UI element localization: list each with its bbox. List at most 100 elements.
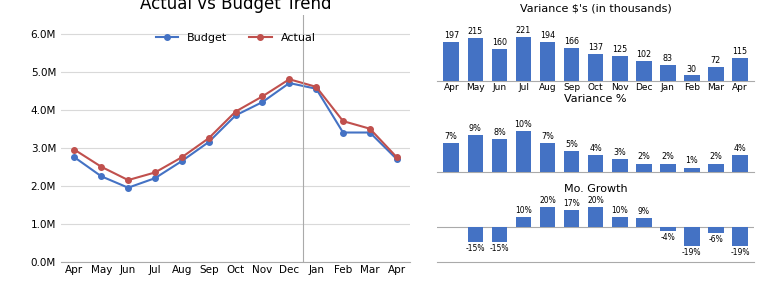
Bar — [468, 135, 483, 172]
Text: 10%: 10% — [515, 206, 532, 215]
Budget — [204, 140, 213, 144]
Budget — [365, 131, 374, 134]
Text: 5%: 5% — [565, 140, 578, 149]
Actual — [285, 77, 294, 81]
Text: 2%: 2% — [637, 152, 650, 161]
Text: 7%: 7% — [445, 132, 458, 141]
Bar — [588, 155, 604, 172]
Bar — [588, 207, 604, 227]
Bar — [564, 48, 579, 81]
Bar — [539, 143, 555, 172]
Actual — [97, 165, 106, 168]
Bar — [660, 65, 676, 81]
Line: Actual: Actual — [72, 77, 399, 183]
Text: 20%: 20% — [588, 196, 604, 205]
Text: 215: 215 — [468, 27, 483, 36]
Actual — [70, 148, 79, 151]
Text: 83: 83 — [663, 54, 673, 63]
Text: 20%: 20% — [539, 196, 556, 205]
Bar — [539, 42, 555, 81]
Text: -6%: -6% — [709, 235, 723, 244]
Line: Budget: Budget — [72, 80, 399, 191]
Actual — [312, 85, 321, 88]
Bar — [732, 155, 748, 172]
Bar — [516, 37, 531, 81]
Text: 3%: 3% — [613, 148, 626, 157]
Bar — [612, 217, 627, 227]
Bar — [443, 42, 459, 81]
Bar — [636, 164, 652, 172]
Bar — [660, 227, 676, 231]
Actual — [338, 119, 347, 123]
Text: 10%: 10% — [611, 206, 628, 215]
Bar — [612, 56, 627, 81]
Text: 2%: 2% — [709, 152, 722, 161]
Bar — [516, 217, 531, 227]
Text: 17%: 17% — [563, 199, 580, 208]
Text: 9%: 9% — [469, 124, 482, 133]
Text: -15%: -15% — [490, 244, 509, 253]
Legend: Budget, Actual: Budget, Actual — [152, 29, 320, 48]
Bar — [684, 168, 700, 172]
Actual — [204, 136, 213, 140]
Budget — [97, 175, 106, 178]
Text: 137: 137 — [588, 43, 604, 52]
Bar — [708, 164, 724, 172]
Text: -19%: -19% — [730, 248, 750, 257]
Bar — [708, 227, 724, 233]
Text: 2%: 2% — [661, 152, 674, 161]
Text: -15%: -15% — [466, 244, 485, 253]
Text: 125: 125 — [612, 45, 627, 54]
Actual — [123, 178, 133, 182]
Text: 194: 194 — [540, 31, 555, 40]
Budget — [285, 81, 294, 85]
Bar — [612, 159, 627, 172]
Budget — [231, 114, 240, 117]
Budget — [123, 186, 133, 189]
Bar — [491, 49, 507, 81]
Bar — [564, 151, 579, 172]
Bar — [468, 38, 483, 81]
Bar — [491, 227, 507, 242]
Text: 4%: 4% — [734, 144, 746, 153]
Budget — [150, 176, 159, 180]
Bar — [636, 61, 652, 81]
Bar — [443, 143, 459, 172]
Bar — [684, 75, 700, 81]
Text: 10%: 10% — [514, 120, 533, 129]
Budget — [178, 159, 187, 163]
Bar — [539, 207, 555, 227]
Budget — [258, 100, 267, 104]
Bar — [564, 210, 579, 227]
Text: -4%: -4% — [661, 233, 675, 242]
Bar — [491, 139, 507, 172]
Text: 72: 72 — [711, 56, 721, 65]
Text: 102: 102 — [636, 50, 652, 59]
Title: Mo. Growth: Mo. Growth — [564, 184, 627, 194]
Text: 30: 30 — [687, 65, 696, 74]
Bar — [732, 58, 748, 81]
Budget — [70, 155, 79, 159]
Actual — [392, 155, 402, 159]
Budget — [338, 131, 347, 134]
Actual — [365, 127, 374, 130]
Text: 166: 166 — [564, 37, 579, 46]
Text: 9%: 9% — [638, 207, 650, 217]
Bar — [516, 131, 531, 172]
Budget — [392, 157, 402, 161]
Bar — [468, 227, 483, 242]
Actual — [231, 110, 240, 113]
Text: 4%: 4% — [589, 144, 602, 153]
Text: 7%: 7% — [541, 132, 554, 141]
Actual — [150, 171, 159, 174]
Title: Variance $'s (in thousands): Variance $'s (in thousands) — [520, 4, 671, 14]
Bar — [660, 164, 676, 172]
Text: 160: 160 — [492, 38, 507, 47]
Text: 221: 221 — [516, 26, 531, 35]
Budget — [312, 87, 321, 91]
Actual — [178, 155, 187, 159]
Text: 1%: 1% — [686, 156, 698, 165]
Text: 8%: 8% — [493, 128, 506, 137]
Text: -19%: -19% — [682, 248, 702, 257]
Bar — [588, 54, 604, 81]
